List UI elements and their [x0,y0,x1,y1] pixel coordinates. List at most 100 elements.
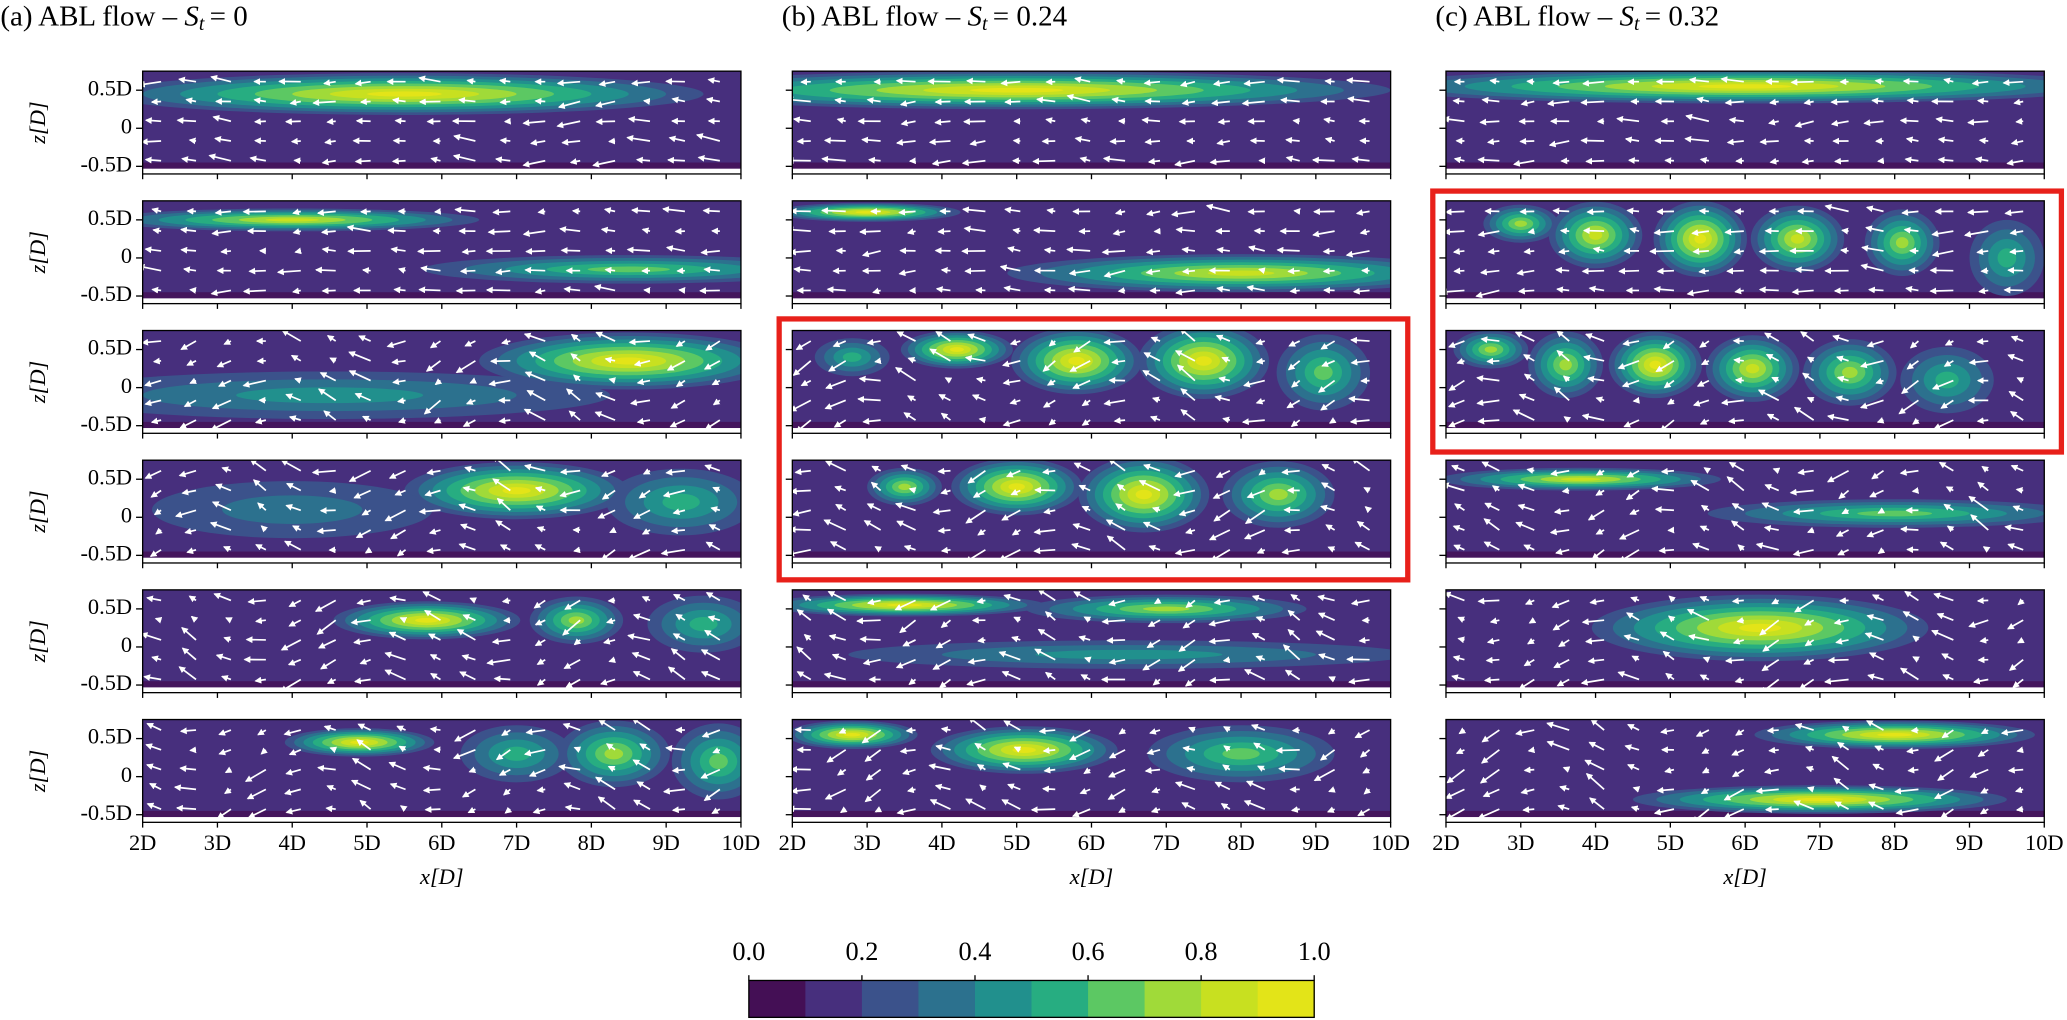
flow-arrow [1078,484,1091,492]
x-tick-label: 4D [279,830,306,855]
flow-arrow [499,544,511,551]
flow-arrow [1321,360,1335,367]
contour-panel [1439,329,2045,439]
flow-arrow [1322,247,1335,255]
flow-arrow [633,359,651,367]
flow-arrow [1106,636,1126,644]
flow-arrow [998,650,1021,661]
flow-arrow [559,226,581,233]
flow-arrow [391,358,406,366]
flow-arrow [428,528,441,535]
flow-arrow [563,286,581,293]
flow-arrow [826,608,847,621]
flow-arrow [569,158,581,165]
x-tick-label: 8D [1881,830,1908,855]
flow-arrow [398,267,406,274]
flow-arrow [1289,287,1300,295]
flow-arrow [452,153,476,162]
flow-arrow [429,340,441,349]
flow-arrow [1081,505,1091,513]
flow-arrow [534,639,546,647]
flow-arrow [224,766,233,774]
y-tick-label: 0.5D [88,75,132,100]
flow-arrow [793,266,811,274]
flow-arrow [146,802,162,810]
flow-arrow [903,544,916,552]
contour-level [1842,366,1858,378]
flow-arrow [1347,95,1370,103]
flow-arrow [429,726,441,733]
flow-arrow [1153,597,1162,605]
flow-arrow [501,597,511,605]
flow-arrow [1013,746,1022,753]
flow-arrow [632,670,651,681]
flow-arrow [1293,208,1301,215]
flow-arrow [1182,619,1196,629]
flow-arrow [821,207,846,215]
flow-arrow [964,355,986,362]
flow-arrow [1208,637,1230,645]
flow-arrow [608,656,616,664]
contour-panel: 0.5D 0 -0.5D z[D] [25,70,742,180]
flow-arrow [427,633,441,641]
flow-arrow [557,100,581,109]
flow-arrow [1649,247,1674,255]
x-tick-label: 10D [722,830,761,855]
flow-arrow [190,615,199,623]
flow-arrow [1287,628,1301,641]
contour-level [1207,270,1275,276]
field [142,71,741,174]
flow-arrow [1003,285,1021,293]
flow-arrow [1868,286,1884,294]
flow-arrow [485,286,511,294]
bottom-strip [792,428,1391,434]
flow-arrow [525,247,546,255]
flow-arrow [218,748,232,756]
flow-arrow [703,788,721,802]
flow-arrow [856,617,881,625]
flow-arrow [1011,528,1021,536]
flow-arrow [1241,418,1265,426]
flow-arrow [902,639,916,647]
flow-arrow [1074,135,1091,143]
flow-arrow [536,678,546,686]
flow-arrow [1325,524,1336,531]
flow-arrow [1142,369,1161,382]
flow-arrow [662,206,686,213]
flow-arrow [642,468,651,475]
flow-arrow [348,351,371,362]
flow-arrow [1215,334,1231,342]
flow-arrow [455,360,476,374]
contour-level [1035,649,1223,660]
flow-arrow [907,395,916,402]
flow-arrow [827,590,847,602]
y-tick-label: -0.5D [80,151,132,176]
flow-arrow [430,672,441,681]
flow-arrow [1106,535,1126,551]
flow-arrow [398,417,406,424]
flow-arrow [257,502,267,511]
flow-arrow [1211,99,1230,107]
flow-arrow [1320,399,1336,411]
flow-arrow [675,613,686,621]
flow-arrow [180,246,197,254]
flow-arrow [669,419,686,428]
flow-arrow [253,97,266,104]
y-tick-label: 0.5D [88,724,132,749]
bottom-strip [142,817,741,823]
flow-arrow [1037,589,1056,602]
x-tick-label: 9D [652,830,679,855]
flow-arrow [672,633,686,641]
flow-arrow [142,338,162,346]
flow-arrow [1181,99,1196,106]
flow-arrow [1112,229,1126,236]
contour-level [236,387,424,404]
flow-arrow [1485,656,1500,664]
flow-arrow [976,597,986,605]
flow-arrow [627,116,651,123]
flow-arrow [1007,246,1021,253]
flow-arrow [678,287,686,294]
flow-arrow [792,96,811,104]
flow-arrow [975,286,986,294]
flow-arrow [522,119,546,127]
